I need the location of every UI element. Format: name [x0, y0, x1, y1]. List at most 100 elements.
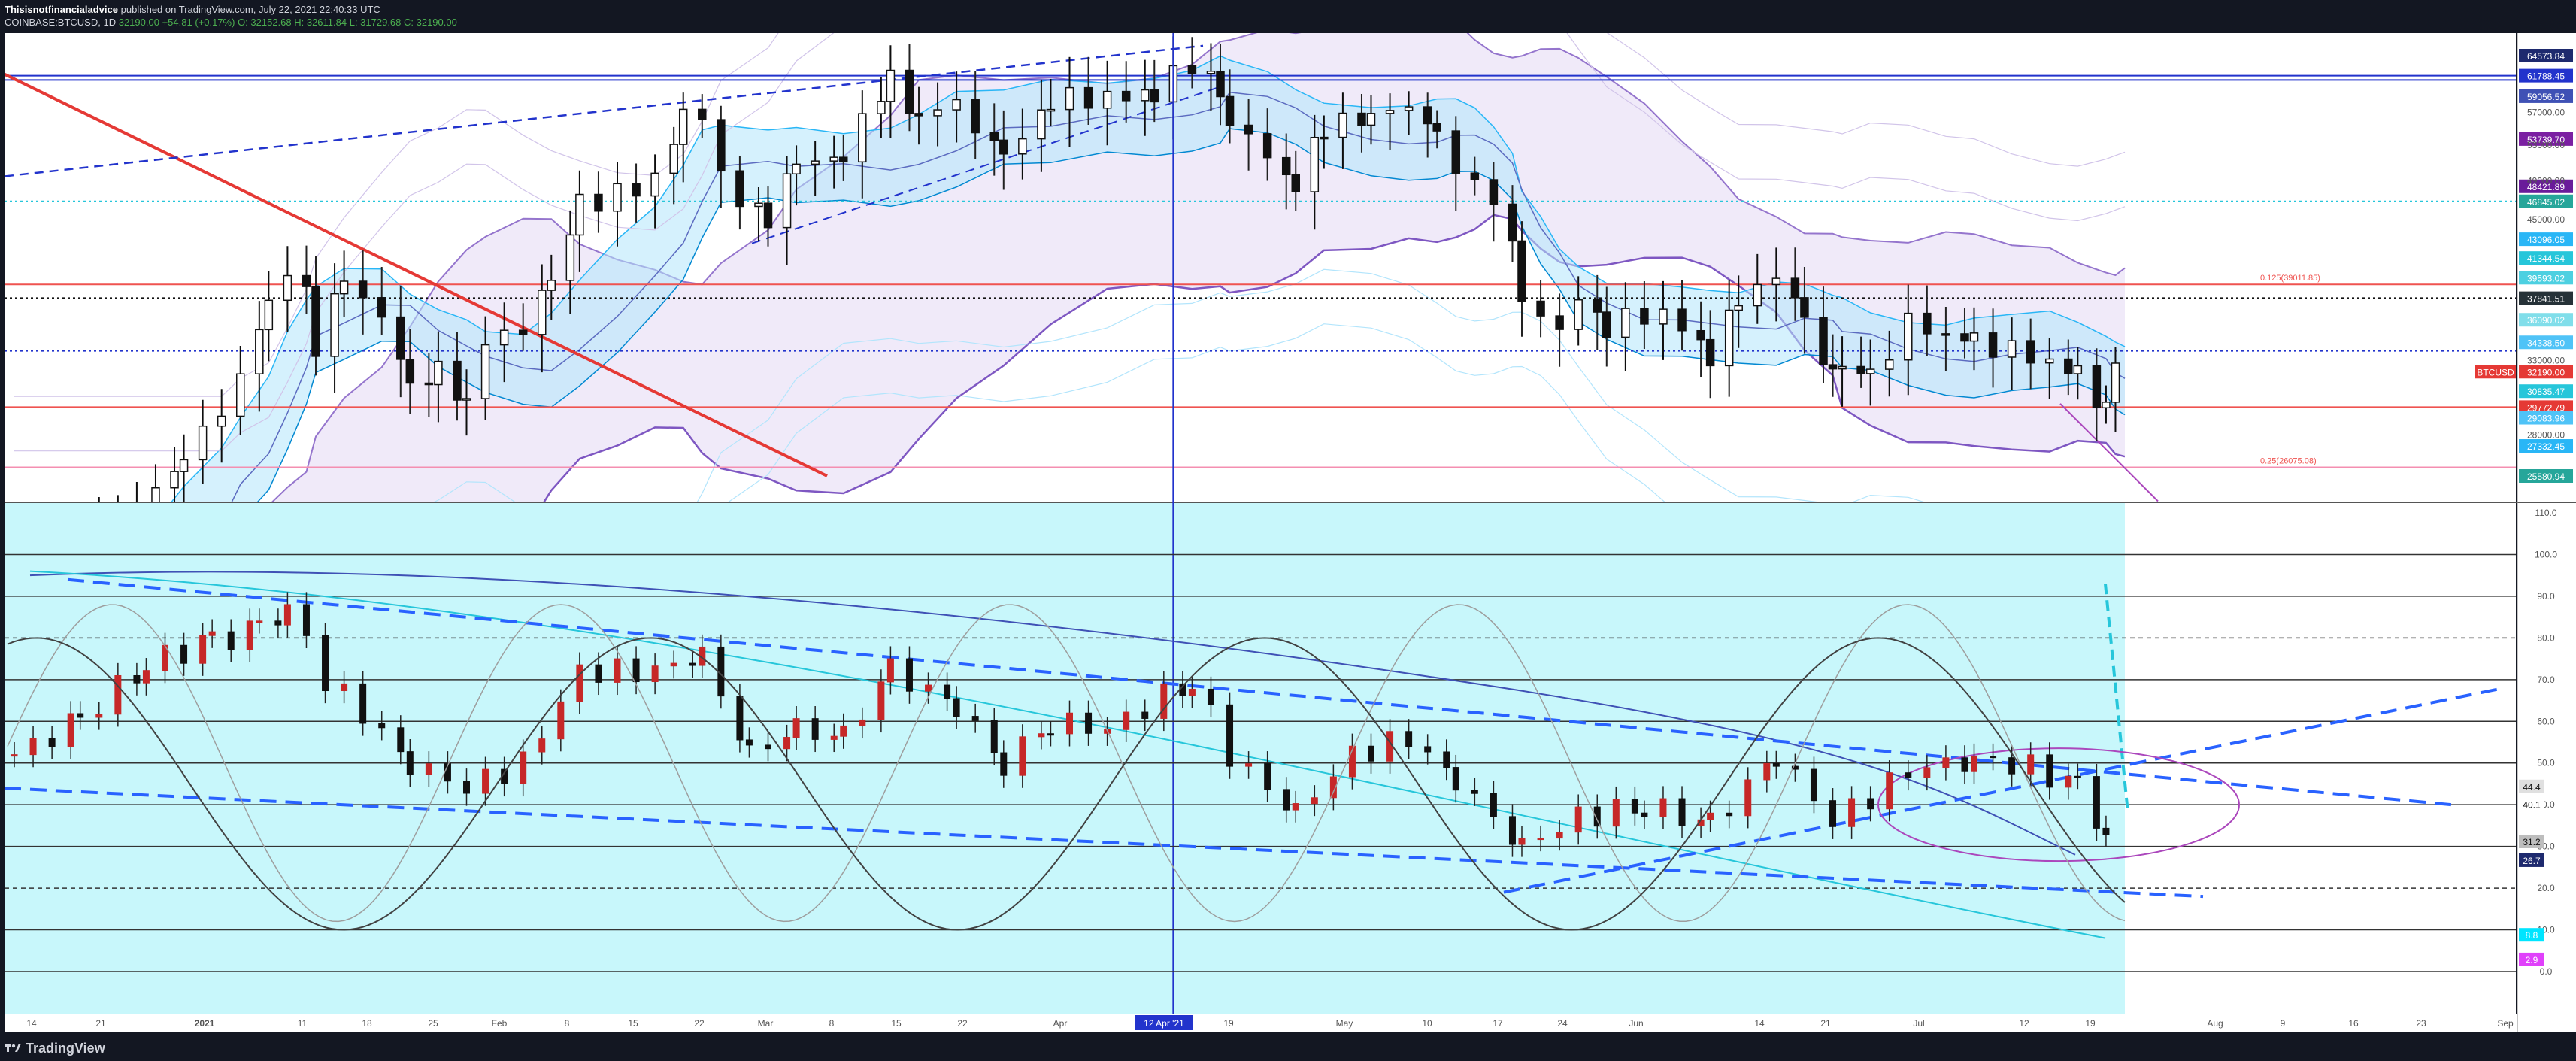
price-label	[2519, 335, 2573, 350]
osc-axis-tick: 110.0	[2535, 508, 2556, 518]
rsi-candle	[67, 701, 74, 759]
rsi-candle	[1123, 699, 1130, 742]
candle	[1338, 92, 1347, 169]
rsi-candle	[341, 671, 348, 704]
candle	[575, 170, 584, 272]
candle	[1969, 307, 1979, 371]
outer-band	[14, 33, 2126, 452]
osc-moving-average	[29, 571, 2076, 856]
candle	[594, 171, 603, 233]
price-label	[2519, 194, 2573, 208]
symbol-tag	[2475, 365, 2516, 379]
candle	[302, 245, 311, 314]
footer: TradingView	[5, 1039, 105, 1057]
stoch-k-line	[7, 604, 2126, 923]
candle	[198, 399, 208, 484]
price-axis-tick: 45000.00	[2527, 214, 2565, 225]
fib-level-label: 0.25(26075.08)	[2260, 456, 2317, 465]
candle	[1451, 116, 1461, 211]
candle	[754, 187, 763, 241]
candle	[613, 162, 622, 247]
candle	[1517, 221, 1526, 337]
rsi-candle	[114, 662, 122, 727]
rsi-candle	[670, 650, 677, 679]
oscillator-plot	[4, 553, 2516, 972]
time-axis-tick: 22	[957, 1018, 968, 1029]
osc-value-text: 26.7	[2523, 856, 2541, 866]
rsi-candle	[1348, 733, 1356, 790]
price-label	[2519, 179, 2573, 193]
candle	[1262, 108, 1272, 181]
time-axis-tick: Aug	[2207, 1018, 2223, 1029]
rsi-candle	[1772, 750, 1780, 779]
price-axis-tick: 33000.00	[2527, 355, 2565, 365]
time-axis-tick: Feb	[492, 1018, 508, 1029]
time-axis-tick: 23	[2416, 1018, 2426, 1029]
candle	[151, 464, 160, 502]
candle	[2026, 318, 2035, 390]
price-label-text: 37841.51	[2527, 294, 2565, 305]
candle	[1470, 156, 1480, 196]
rsi-candle	[2046, 742, 2053, 800]
price-label-text: 29772.79	[2527, 402, 2565, 413]
rsi-candle	[1810, 756, 1817, 814]
time-axis-tick: 19	[2085, 1018, 2096, 1029]
price-label	[2519, 400, 2573, 414]
rsi-candle	[1726, 800, 1733, 829]
candle	[405, 329, 415, 414]
candle	[829, 135, 838, 189]
candle	[1923, 285, 1932, 356]
rsi-candle	[1141, 699, 1149, 732]
rsi-candle	[1659, 786, 1667, 829]
price-axis-tick: 28000.00	[2527, 429, 2565, 440]
price-label	[2519, 49, 2573, 62]
osc-axis-tick: 100.0	[2535, 549, 2557, 559]
osc-cyan-dash	[2104, 584, 2129, 814]
rsi-candle	[1443, 739, 1450, 781]
time-axis-tick: 18	[362, 1018, 372, 1029]
osc-lower-trendline	[4, 787, 2204, 899]
candle	[377, 266, 386, 335]
candle	[538, 264, 547, 373]
candle	[858, 90, 867, 199]
rsi-candle	[246, 608, 253, 662]
price-label-text: 46845.02	[2527, 197, 2565, 208]
rsi-candle	[180, 632, 188, 676]
symbol-name[interactable]: COINBASE:BTCUSD, 1D	[5, 17, 117, 28]
osc-axis-tick: 0.0	[2540, 966, 2553, 977]
candle	[1960, 308, 1969, 359]
osc-value-text: 40.1	[2523, 800, 2541, 811]
time-axis-tick: 11	[298, 1018, 308, 1029]
rsi-candle	[463, 768, 470, 806]
osc-axis-tick: 70.0	[2537, 674, 2555, 685]
brand-name[interactable]: TradingView	[26, 1040, 105, 1056]
author-name[interactable]: Thisisnotfinancialadvice	[5, 4, 118, 15]
rsi-candle	[1556, 820, 1563, 851]
candle	[1555, 293, 1564, 367]
candle	[698, 94, 707, 138]
candle	[1225, 69, 1235, 144]
rsi-candle	[1245, 751, 1253, 779]
rsi-candle	[765, 732, 771, 762]
candle	[1489, 162, 1499, 242]
osc-value-text: 8.8	[2526, 930, 2538, 941]
rsi-candle	[886, 646, 894, 695]
candle	[518, 303, 528, 351]
rsi-candle	[971, 703, 979, 733]
rsi-candle	[1848, 786, 1856, 839]
rsi-candle	[905, 646, 913, 704]
price-label	[2519, 89, 2573, 103]
time-axis-tick: 10	[1422, 1018, 1432, 1029]
rsi-candle	[199, 623, 207, 676]
candle	[905, 44, 914, 132]
candle	[396, 286, 405, 398]
candle	[839, 135, 848, 181]
osc-axis-tick: 90.0	[2537, 591, 2555, 602]
candle	[179, 434, 189, 502]
price-label-text: 30835.47	[2527, 387, 2565, 397]
rsi-candle	[595, 652, 602, 696]
rsi-candle	[1490, 781, 1497, 829]
rsi-candle	[1537, 825, 1544, 852]
candle	[2064, 339, 2073, 396]
